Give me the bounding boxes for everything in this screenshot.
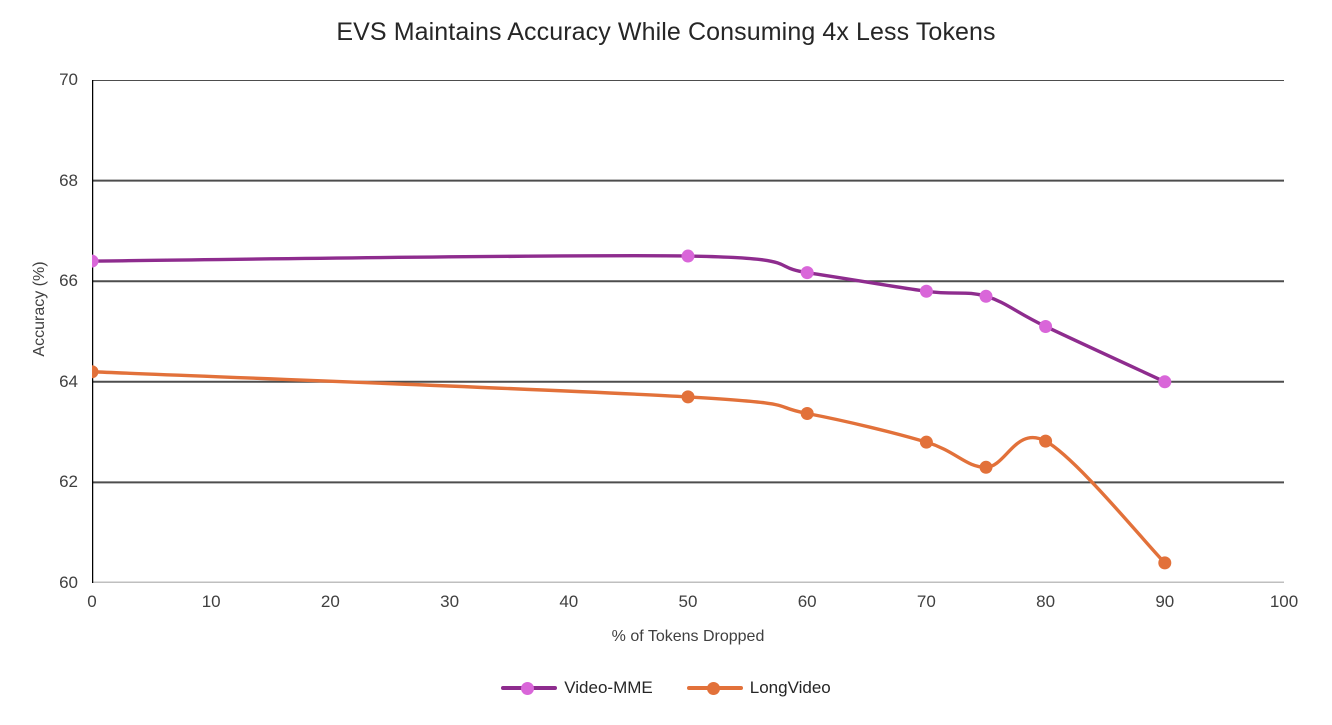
x-axis-tick-label: 20 [320,592,340,611]
x-axis-tick-label: 80 [1036,592,1056,611]
legend-label: LongVideo [749,678,831,697]
data-point-marker [92,254,99,268]
x-axis-title: % of Tokens Dropped [611,628,765,645]
data-point-marker [1039,319,1053,333]
data-point-marker [1158,556,1172,570]
series-line [92,253,1167,384]
data-point-marker [919,284,933,298]
data-point-marker [800,406,814,420]
x-axis-tick-label: 0 [87,592,97,611]
data-point-marker [92,365,99,379]
data-point-marker [1039,434,1053,448]
data-point-marker [681,249,695,263]
x-axis-tick-label: 40 [559,592,579,611]
x-axis-tick-label: 100 [1269,592,1299,611]
series-longvideo [92,365,1172,570]
x-axis-tick-labels: 0 10 20 30 40 50 60 70 80 90 100 [87,592,1298,618]
y-axis-tick-label: 66 [59,271,78,291]
chart-plot-svg [92,80,1284,583]
data-point-marker [681,390,695,404]
legend-marker-dot [521,682,535,695]
data-point-marker [919,435,933,449]
x-axis-tick-label: 60 [797,592,817,611]
legend-label: Video-MME [564,678,653,697]
legend-marker-dot [706,682,720,695]
plot-area [92,80,1284,583]
data-point-marker [979,460,993,474]
series-video-mme [92,249,1172,389]
y-axis-tick-label: 60 [59,573,78,592]
legend-swatch [686,681,743,695]
chart-title: EVS Maintains Accuracy While Consuming 4… [336,18,996,46]
x-axis-tick-label: 30 [440,592,460,611]
x-axis-tick-label: 90 [1155,592,1175,611]
y-axis-tick-labels: 60 62 64 66 68 70 [28,70,78,592]
y-axis-tick-label: 62 [59,472,78,492]
legend-item-video-mme[interactable]: Video-MME [501,678,653,698]
legend-item-longvideo[interactable]: LongVideo [686,678,831,698]
legend-swatch [501,681,558,695]
data-point-marker [1158,375,1172,389]
series-line [92,370,1167,565]
x-axis-tick-label: 70 [916,592,936,611]
data-point-marker [979,289,993,303]
x-axis-tick-label: 10 [201,592,221,611]
chart-legend: Video-MME LongVideo [0,678,1332,698]
y-axis-tick-label: 64 [59,371,78,391]
y-axis-tick-label: 68 [59,170,78,190]
y-axis-tick-label: 70 [59,70,78,89]
x-axis-tick-label: 50 [678,592,698,611]
data-point-marker [800,266,814,280]
